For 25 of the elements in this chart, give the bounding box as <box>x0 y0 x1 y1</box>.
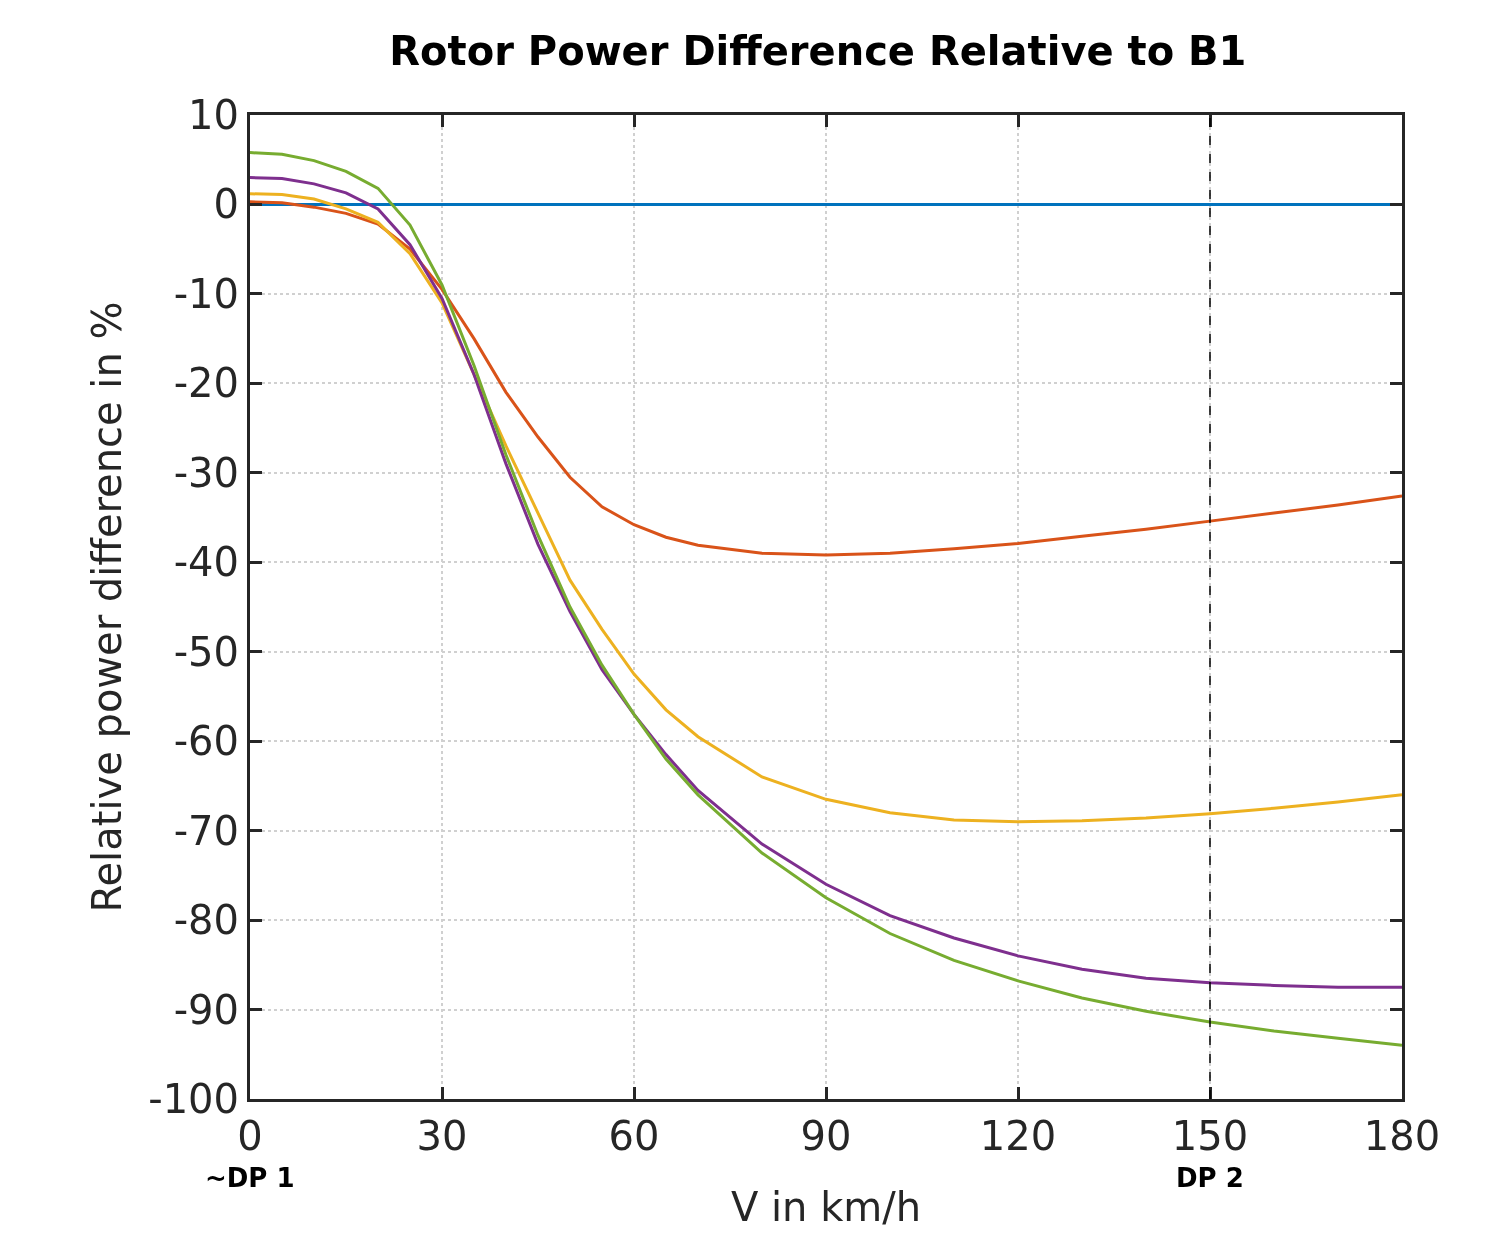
y-tick-label: -100 <box>148 1076 239 1122</box>
x-tick-label: 120 <box>979 1113 1057 1159</box>
x-tick-label: 180 <box>1363 1113 1441 1159</box>
y-tick-label: -50 <box>173 628 239 675</box>
y-tick-label: 10 <box>188 92 239 138</box>
y-tick-label: 0 <box>213 181 239 228</box>
y-axis-title: Relative power difference in % <box>83 301 130 913</box>
chart-title: Rotor Power Difference Relative to B1 <box>389 28 1247 75</box>
x-axis-title: V in km/h <box>730 1183 922 1230</box>
x-tick-label: 30 <box>416 1113 468 1159</box>
y-tick-label: -60 <box>173 718 239 765</box>
line-series <box>250 200 1402 557</box>
y-tick-label: -70 <box>173 807 239 854</box>
ref-line-label: DP 2 <box>1176 1163 1244 1193</box>
y-tick-label: -90 <box>173 986 239 1033</box>
y-tick-label: -10 <box>173 270 239 317</box>
y-tick-label: -80 <box>173 897 239 944</box>
y-tick-label: -30 <box>173 449 239 496</box>
x-tick-label: 150 <box>1171 1113 1249 1159</box>
line-series <box>250 192 1402 824</box>
text: ~DP 1 <box>205 1163 295 1193</box>
y-tick-label: -20 <box>173 360 239 407</box>
y-tick-label: -40 <box>173 539 239 586</box>
x-tick-label: 60 <box>608 1113 660 1159</box>
x-tick-label: 90 <box>800 1113 852 1159</box>
